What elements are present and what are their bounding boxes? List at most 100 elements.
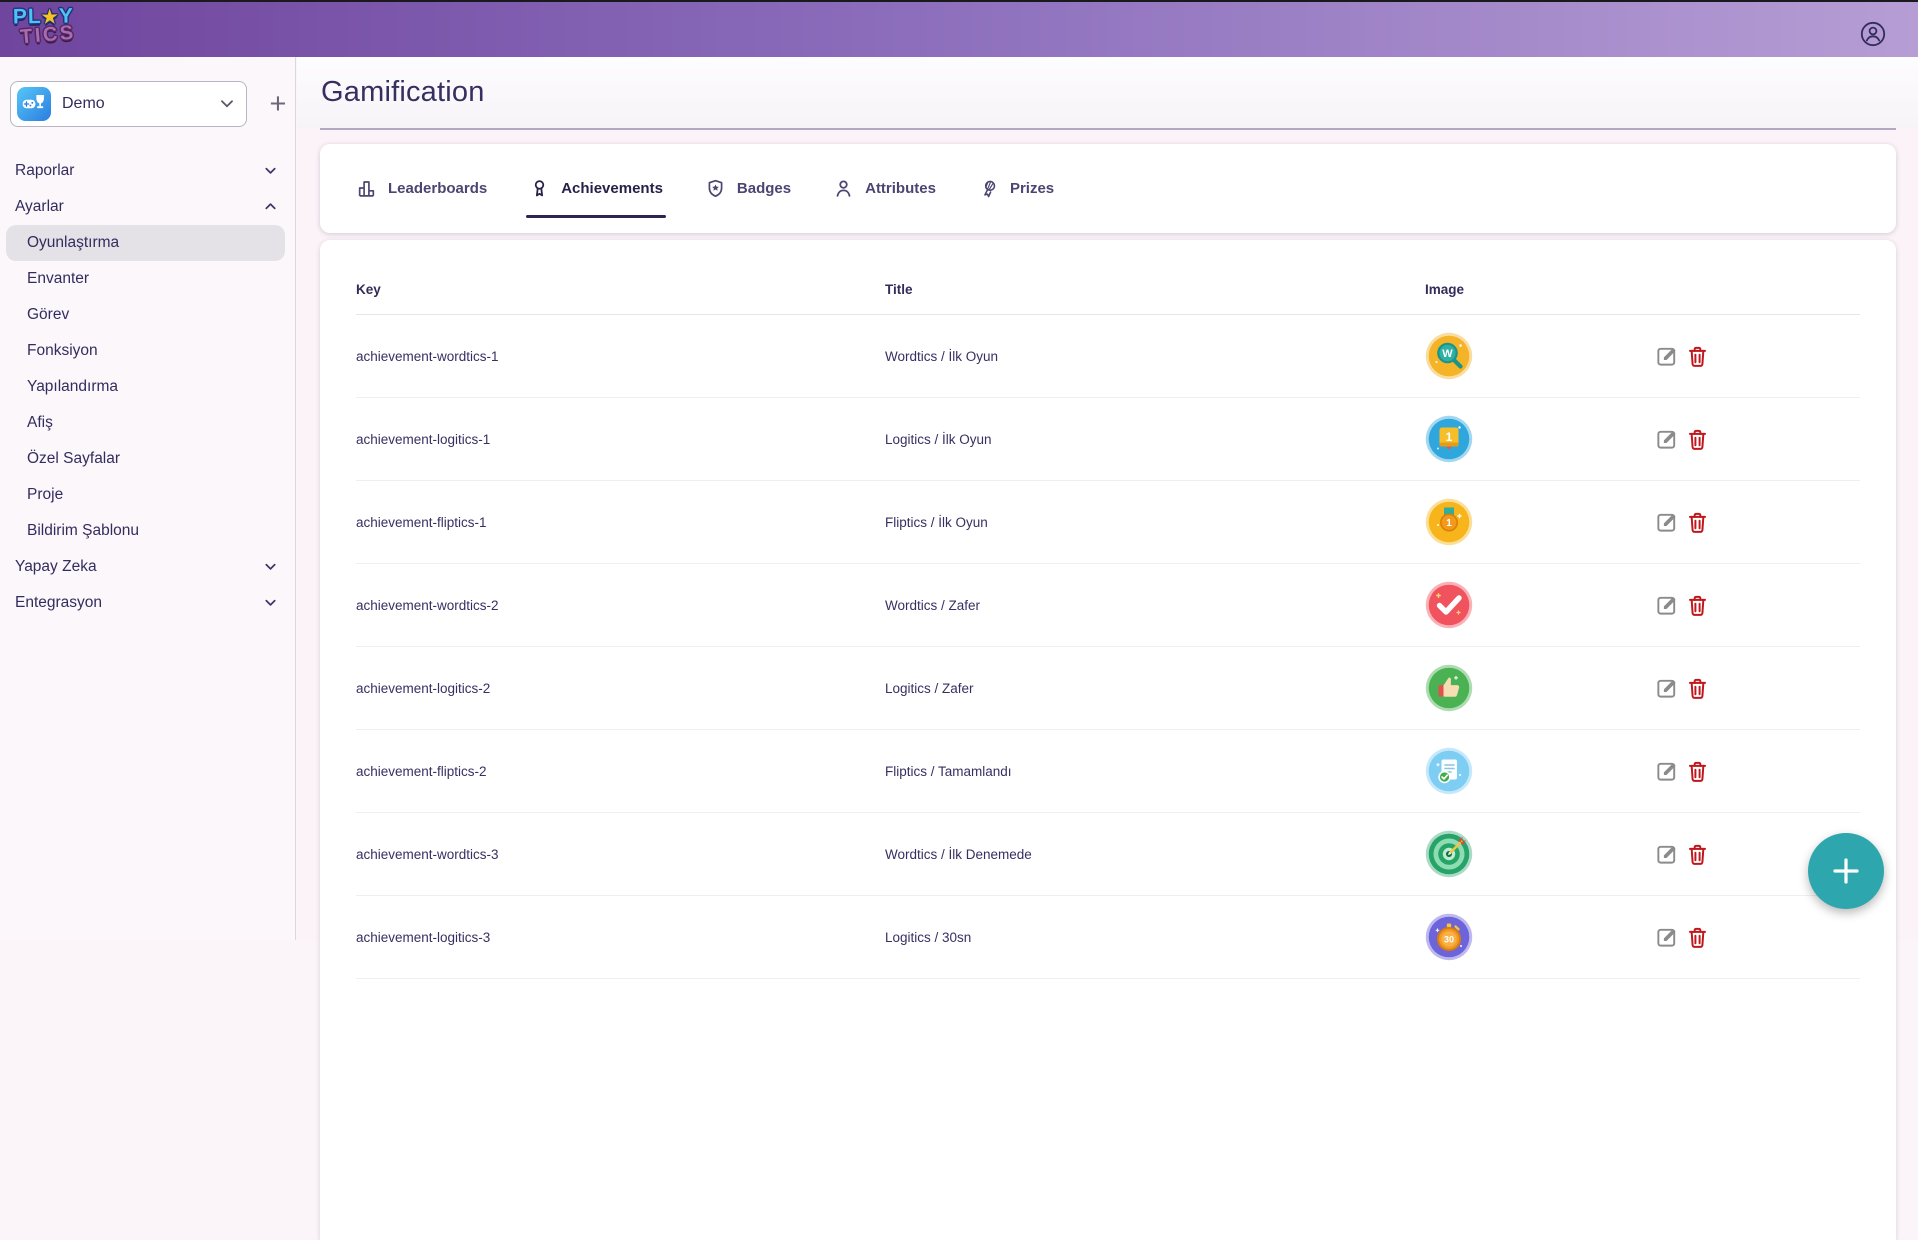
row-actions [1655,427,1860,452]
chevron-down-icon [221,100,233,108]
sidebar-item-yapay-zeka[interactable]: Yapay Zeka [0,549,295,585]
table-row: achievement-logitics-3 Logitics / 30sn 3… [356,896,1860,979]
edit-button[interactable] [1655,676,1680,701]
tab-achievements[interactable]: Achievements [529,144,663,233]
tab-label: Prizes [1010,180,1054,197]
table-row: achievement-fliptics-1 Fliptics / İlk Oy… [356,481,1860,564]
sidebar-item-entegrasyon[interactable]: Entegrasyon [0,585,295,621]
tab-leaderboards[interactable]: Leaderboards [356,144,487,233]
project-selector-row: Demo + [10,81,297,127]
project-select-dropdown[interactable]: Demo [10,81,247,127]
project-name: Demo [62,95,221,113]
edit-button[interactable] [1655,427,1680,452]
sidebar-item-gorev[interactable]: Görev [0,297,295,333]
row-actions [1655,676,1860,701]
sidebar-item-afis[interactable]: Afiş [0,405,295,441]
page-title: Gamification [321,76,485,109]
tab-label: Badges [737,180,791,197]
add-achievement-fab[interactable] [1808,833,1884,909]
svg-text:W: W [1442,348,1453,360]
logo-text-line2: TICS [19,23,76,48]
sidebar-item-label: Envanter [27,270,89,288]
app-header: PL★Y TICS [0,0,1918,57]
sidebar-item-ayarlar[interactable]: Ayarlar [0,189,295,225]
delete-button[interactable] [1687,925,1712,950]
chevron-up-icon [263,199,278,214]
sidebar-item-label: Özel Sayfalar [27,450,120,468]
plus-icon [1829,854,1863,888]
edit-button[interactable] [1655,510,1680,535]
row-key: achievement-logitics-3 [356,930,885,945]
sidebar-item-fonksiyon[interactable]: Fonksiyon [0,333,295,369]
tab-badges[interactable]: Badges [705,144,791,233]
delete-button[interactable] [1687,759,1712,784]
add-project-button[interactable]: + [259,84,297,124]
row-key: achievement-wordtics-3 [356,847,885,862]
bar-chart-icon [356,178,377,199]
edit-button[interactable] [1655,593,1680,618]
delete-button[interactable] [1687,593,1712,618]
chevron-down-icon [263,595,278,610]
column-header-title: Title [885,282,1425,297]
badge-document-check-icon [1425,747,1473,795]
chevron-down-icon [263,163,278,178]
column-header-image: Image [1425,282,1655,297]
svg-text:1: 1 [1446,518,1452,529]
edit-button[interactable] [1655,842,1680,867]
tab-attributes[interactable]: Attributes [833,144,936,233]
row-actions [1655,344,1860,369]
delete-button[interactable] [1687,510,1712,535]
account-circle-icon[interactable] [1858,19,1888,49]
sidebar-item-label: Yapay Zeka [15,558,97,576]
medal-ribbon-icon [529,178,550,199]
row-key: achievement-fliptics-2 [356,764,885,779]
row-title: Wordtics / İlk Oyun [885,349,1425,364]
badge-check-icon [1425,581,1473,629]
gamepad-trophy-icon [17,87,51,121]
sidebar-item-envanter[interactable]: Envanter [0,261,295,297]
badge-book-one-icon: 1 [1425,415,1473,463]
row-title: Fliptics / İlk Oyun [885,515,1425,530]
row-actions [1655,759,1860,784]
sidebar-item-label: Oyunlaştırma [27,234,119,252]
sidebar-item-label: Bildirim Şablonu [27,522,139,540]
sidebar-item-label: Ayarlar [15,198,64,216]
delete-button[interactable] [1687,344,1712,369]
badge-medal-one-icon: 1 [1425,498,1473,546]
table-row: achievement-logitics-1 Logitics / İlk Oy… [356,398,1860,481]
delete-button[interactable] [1687,676,1712,701]
sidebar-item-oyunlastirma[interactable]: Oyunlaştırma [6,225,285,261]
sidebar-item-label: Entegrasyon [15,594,102,612]
sidebar-item-label: Afiş [27,414,53,432]
achievements-table: Key Title Image achievement-wordtics-1 W… [320,240,1896,1240]
edit-button[interactable] [1655,759,1680,784]
row-title: Logitics / 30sn [885,930,1425,945]
edit-button[interactable] [1655,925,1680,950]
row-key: achievement-logitics-1 [356,432,885,447]
edit-button[interactable] [1655,344,1680,369]
tab-prizes[interactable]: Prizes [978,144,1054,233]
table-row: achievement-wordtics-3 Wordtics / İlk De… [356,813,1860,896]
tab-label: Attributes [865,180,936,197]
sidebar-item-proje[interactable]: Proje [0,477,295,513]
row-actions [1655,925,1860,950]
sidebar-item-ozel-sayfalar[interactable]: Özel Sayfalar [0,441,295,477]
row-actions [1655,593,1860,618]
badge-stopwatch-30-icon: 30 [1425,913,1473,961]
title-band [297,57,1918,128]
row-title: Logitics / Zafer [885,681,1425,696]
table-row: achievement-fliptics-2 Fliptics / Tamaml… [356,730,1860,813]
sidebar-item-label: Yapılandırma [27,378,118,396]
badge-thumbs-up-icon [1425,664,1473,712]
delete-button[interactable] [1687,427,1712,452]
sidebar-item-bildirim-sablonu[interactable]: Bildirim Şablonu [0,513,295,549]
title-divider [320,128,1896,130]
sidebar-item-raporlar[interactable]: Raporlar [0,153,295,189]
sidebar-item-yapilandirma[interactable]: Yapılandırma [0,369,295,405]
row-key: achievement-wordtics-2 [356,598,885,613]
table-row: achievement-wordtics-1 Wordtics / İlk Oy… [356,315,1860,398]
delete-button[interactable] [1687,842,1712,867]
badge-dart-target-icon [1425,830,1473,878]
playtics-logo: PL★Y TICS [13,5,76,45]
sidebar: Demo + Raporlar Ayarlar Oyunlaştırma Env… [0,57,296,940]
